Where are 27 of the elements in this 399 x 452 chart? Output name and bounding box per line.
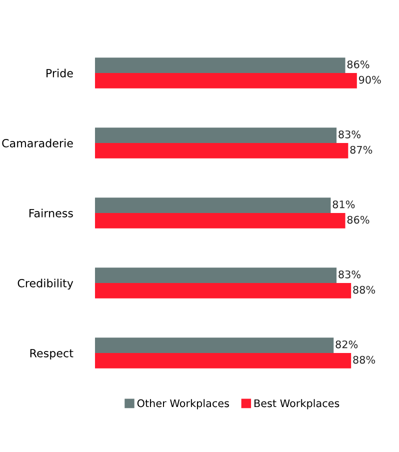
bar [95,73,357,88]
y-tick-label: Pride [46,68,73,78]
legend-label: Best Workplaces [254,399,340,410]
data-label: 83% [338,270,360,278]
bar [95,198,331,213]
data-label: 88% [353,286,376,294]
data-label: 90% [358,76,381,84]
data-label: 87% [350,146,372,154]
data-label: 81% [332,200,355,208]
bar [95,58,346,73]
bar [95,283,352,298]
data-label: 86% [347,60,370,68]
bar [95,213,346,228]
data-label: 88% [353,356,376,364]
y-tick-label: Credibility [18,278,74,290]
bar [95,268,337,283]
y-tick-label: Camaraderie [2,138,73,148]
y-tick-label: Fairness [29,208,73,218]
data-label: 83% [338,130,360,138]
bar [95,353,352,368]
data-label: 82% [336,340,358,348]
bar [95,143,348,158]
bar [95,338,334,353]
legend-label: Other Workplaces [137,399,229,410]
y-tick-label: Respect [30,349,74,360]
bar [95,128,337,143]
data-label: 86% [347,216,370,224]
